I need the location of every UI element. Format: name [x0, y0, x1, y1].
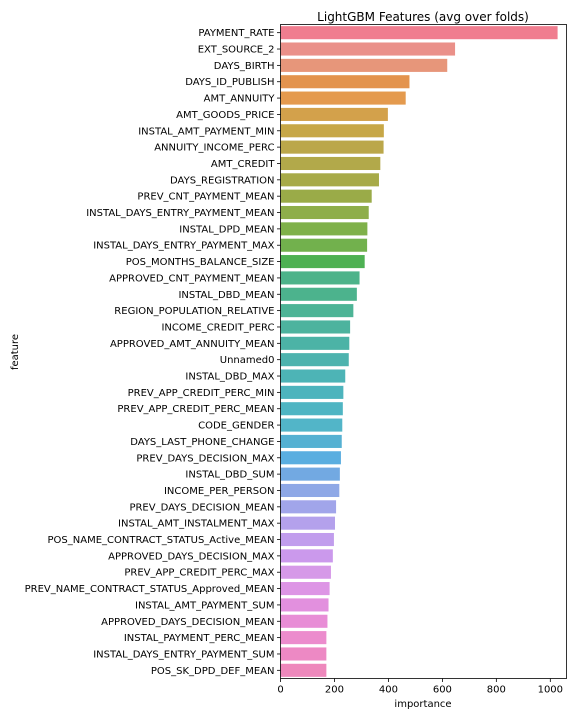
bar	[280, 532, 334, 547]
y-tick-label: PAYMENT_RATE	[198, 28, 274, 39]
y-tick-label: PREV_DAYS_DECISION_MAX	[136, 453, 274, 464]
bars-group	[280, 26, 558, 677]
bar	[280, 91, 406, 105]
bar	[280, 434, 342, 448]
y-tick-label: POS_SK_DPD_DEF_MEAN	[151, 666, 275, 677]
y-tick-label: PREV_APP_CREDIT_PERC_MIN	[128, 388, 275, 399]
bar	[280, 385, 344, 399]
y-tick-label: INSTAL_PAYMENT_PERC_MEAN	[124, 633, 275, 644]
bar	[280, 287, 357, 301]
bar	[280, 26, 558, 40]
y-tick-label: INSTAL_DPD_MEAN	[179, 224, 274, 235]
y-tick-label: POS_MONTHS_BALANCE_SIZE	[126, 257, 275, 268]
bar	[280, 663, 327, 677]
x-tick-label: 600	[433, 685, 452, 696]
y-tick-labels: PAYMENT_RATE EXT_SOURCE_2 DAYS_BIRTH DAYS_I…	[25, 28, 281, 677]
y-tick-label: PREV_NAME_CONTRACT_STATUS_Approved_MEAN	[25, 584, 275, 595]
bar	[280, 140, 384, 154]
bar	[280, 205, 369, 220]
x-tick-label: 200	[325, 685, 344, 696]
y-tick-label: AMT_CREDIT	[211, 159, 275, 170]
bar	[280, 582, 330, 596]
bar	[280, 500, 337, 514]
bar	[280, 353, 349, 367]
y-tick-label: EXT_SOURCE_2	[198, 45, 275, 56]
y-tick-label: POS_NAME_CONTRACT_STATUS_Active_MEAN	[48, 535, 275, 546]
bar	[280, 647, 327, 661]
y-axis-label: feature	[10, 334, 21, 370]
y-tick-label: ANNUITY_INCOME_PERC	[154, 143, 274, 154]
y-tick-label: INSTAL_DAYS_ENTRY_PAYMENT_SUM	[93, 649, 274, 660]
y-tick-label: INSTAL_AMT_PAYMENT_SUM	[135, 600, 275, 611]
bar	[280, 271, 360, 285]
bar	[280, 124, 384, 138]
bar	[280, 451, 341, 465]
y-tick-label: Unnamed0	[220, 355, 275, 366]
x-tick-label: 400	[379, 685, 398, 696]
y-tick-label: PREV_DAYS_DECISION_MEAN	[129, 502, 274, 513]
plot-frame	[280, 24, 567, 679]
x-tick-label: 0	[277, 685, 283, 696]
y-tick-label: INSTAL_DAYS_ENTRY_PAYMENT_MEAN	[86, 208, 274, 219]
bar	[280, 173, 379, 187]
y-tick-label: INSTAL_DBD_MEAN	[178, 290, 274, 301]
y-tick-label: AMT_ANNUITY	[204, 94, 276, 105]
bar	[280, 222, 368, 236]
y-tick-label: DAYS_LAST_PHONE_CHANGE	[130, 437, 274, 448]
bar	[280, 631, 327, 645]
bar	[280, 304, 354, 318]
bar	[280, 156, 381, 171]
bar	[280, 549, 333, 563]
y-tick-label: CODE_GENDER	[198, 421, 274, 432]
y-tick-label: APPROVED_CNT_PAYMENT_MEAN	[109, 273, 274, 284]
bar	[280, 107, 388, 121]
y-tick-label: INSTAL_AMT_INSTALMENT_MAX	[118, 519, 275, 530]
y-tick-label: AMT_GOODS_PRICE	[176, 110, 274, 121]
x-tick-label: 1000	[538, 685, 563, 696]
x-axis-label: importance	[394, 699, 451, 710]
bar	[280, 418, 343, 432]
y-tick-label: INCOME_PER_PERSON	[164, 486, 275, 497]
bar	[280, 75, 410, 89]
y-tick-label: INSTAL_DBD_SUM	[185, 470, 274, 481]
bar	[280, 369, 346, 383]
bar	[280, 42, 456, 56]
y-tick-label: APPROVED_DAYS_DECISION_MAX	[108, 551, 275, 562]
bar	[280, 238, 368, 252]
y-tick-label: DAYS_BIRTH	[214, 61, 275, 72]
chart-title: LightGBM Features (avg over folds)	[317, 10, 529, 24]
y-tick-label: PREV_APP_CREDIT_PERC_MEAN	[117, 404, 274, 415]
y-tick-label: INCOME_CREDIT_PERC	[161, 322, 274, 333]
bar	[280, 336, 350, 350]
bar	[280, 402, 343, 416]
y-tick-label: DAYS_ID_PUBLISH	[185, 77, 274, 88]
bar	[280, 614, 328, 628]
bar	[280, 467, 340, 481]
y-tick-label: APPROVED_DAYS_DECISION_MEAN	[101, 617, 274, 628]
y-tick-label: APPROVED_AMT_ANNUITY_MEAN	[110, 339, 275, 350]
bar	[280, 483, 340, 498]
bar	[280, 565, 331, 579]
y-tick-label: INSTAL_DAYS_ENTRY_PAYMENT_MAX	[93, 241, 274, 252]
y-tick-label: PREV_APP_CREDIT_PERC_MAX	[124, 568, 274, 579]
y-tick-label: PREV_CNT_PAYMENT_MEAN	[137, 192, 274, 203]
y-tick-label: INSTAL_DBD_MAX	[185, 372, 274, 383]
bar	[280, 58, 448, 72]
bar	[280, 516, 336, 530]
y-tick-label: INSTAL_AMT_PAYMENT_MIN	[138, 126, 274, 137]
bar	[280, 598, 329, 612]
bar	[280, 189, 372, 203]
x-ticks: 0 200 400 600 800 1000	[277, 678, 563, 696]
y-tick-label: DAYS_REGISTRATION	[170, 175, 274, 186]
y-tick-label: REGION_POPULATION_RELATIVE	[114, 306, 274, 317]
bar	[280, 255, 365, 269]
bar	[280, 320, 351, 334]
x-tick-label: 800	[487, 685, 506, 696]
